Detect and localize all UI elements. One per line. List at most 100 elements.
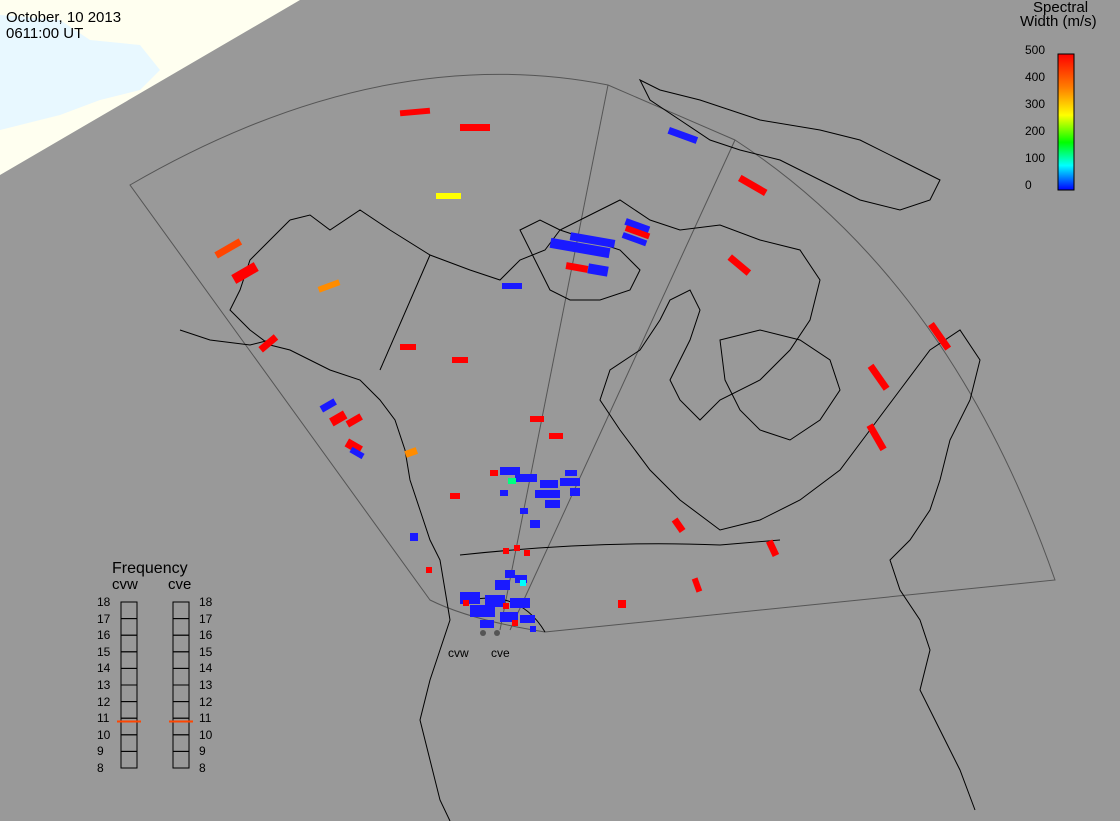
frequency-tick: 17: [199, 611, 213, 626]
colorbar-title-1: Spectral: [1033, 0, 1089, 16]
echo-cell: [503, 603, 509, 609]
echo-cell: [495, 580, 510, 590]
echo-cell: [530, 520, 540, 528]
coastlines: [179, 78, 981, 821]
frequency-tick: 8: [199, 761, 206, 775]
echo-cell: [470, 605, 495, 617]
frequency-tick: 18: [97, 595, 111, 609]
frequency-cell: [172, 701, 190, 719]
echo-cell: [691, 577, 703, 593]
echo-cell: [399, 107, 431, 117]
colorbar-tick: 200: [1025, 124, 1046, 138]
frequency-tick: 9: [97, 744, 104, 759]
frequency-tick: 12: [97, 694, 111, 709]
echo-cell: [510, 598, 530, 608]
echo-cell: [667, 127, 699, 144]
echo-cell: [520, 580, 526, 586]
echo-cell: [867, 363, 890, 391]
echo-cell: [624, 225, 651, 240]
echo-cell: [671, 517, 686, 534]
echo-cell: [404, 447, 419, 458]
frequency-cell: [172, 667, 190, 686]
echo-cell: [317, 279, 341, 293]
echo-cell: [436, 193, 461, 199]
frequency-columns: [120, 601, 190, 769]
echo-cell: [514, 545, 520, 551]
site-label-cvw: cvw: [448, 646, 469, 660]
echo-cell: [587, 263, 609, 277]
date-label: October, 10 2013: [6, 9, 122, 26]
frequency-cell: [172, 634, 190, 653]
echo-cell: [505, 570, 515, 578]
echo-cell: [349, 446, 365, 460]
colorbar-tick: 400: [1025, 70, 1046, 84]
echo-cell: [570, 488, 580, 496]
frequency-cell: [120, 618, 138, 636]
colorbar-tick: 300: [1025, 97, 1046, 111]
frequency-tick: 14: [97, 661, 111, 676]
echo-cell: [460, 124, 490, 131]
colorbar-tick: 0: [1025, 178, 1032, 192]
echo-cell: [545, 500, 560, 508]
echo-cell: [500, 612, 518, 622]
frequency-tick: 14: [199, 661, 213, 676]
frequency-tick: 13: [97, 678, 111, 692]
echo-cell: [618, 600, 626, 608]
frequency-cell: [120, 684, 138, 703]
echo-cell: [565, 470, 577, 476]
echo-cell: [515, 474, 537, 482]
echo-cell: [329, 410, 348, 427]
echo-cell: [490, 470, 498, 476]
frequency-cell: [172, 618, 190, 636]
echo-cells: [214, 107, 952, 632]
echo-cell: [319, 398, 337, 413]
radar-label-cve: cve: [168, 576, 192, 593]
echo-cell: [540, 480, 558, 488]
frequency-cell: [172, 734, 190, 752]
radar-site-cvw: [480, 630, 486, 636]
frequency-cell: [120, 601, 138, 620]
frequency-tick: 18: [199, 595, 213, 609]
frequency-tick: 10: [199, 727, 213, 742]
colorbar-tick: 500: [1025, 43, 1046, 57]
echo-cell: [765, 539, 780, 557]
site-label-cve: cve: [491, 646, 510, 660]
echo-cell: [738, 174, 768, 196]
frequency-tick: 17: [97, 611, 111, 626]
frequency-tick: 15: [199, 644, 213, 659]
echo-cell: [569, 232, 616, 248]
frequency-cell: [120, 667, 138, 686]
ice-region: [0, 15, 160, 130]
echo-cell: [410, 533, 418, 541]
echo-cell: [231, 262, 259, 284]
echo-cell: [549, 433, 563, 439]
echo-cell: [727, 254, 752, 276]
frequency-tick: 11: [97, 711, 110, 726]
frequency-cell: [172, 750, 190, 769]
radar-site-cve: [494, 630, 500, 636]
frequency-tick: 16: [97, 628, 111, 643]
frequency-cell: [120, 750, 138, 769]
echo-cell: [426, 567, 432, 573]
colorbar-title-2: Width (m/s): [1020, 13, 1097, 30]
echo-cell: [866, 423, 887, 452]
echo-cell: [515, 575, 527, 583]
echo-cell: [480, 620, 494, 628]
echo-cell: [549, 237, 611, 259]
echo-cell: [452, 357, 468, 363]
echo-cell: [500, 467, 520, 475]
colorbar-tick: 100: [1025, 151, 1046, 165]
frequency-cell: [172, 651, 190, 669]
fov-outline: [129, 73, 1056, 633]
echo-cell: [621, 232, 648, 247]
echo-cell: [450, 493, 460, 499]
frequency-cell: [120, 734, 138, 752]
frequency-tick: 11: [199, 711, 212, 726]
frequency-tick: 16: [199, 628, 213, 643]
frequency-tick: 8: [97, 761, 104, 775]
echo-cell: [524, 550, 530, 556]
echo-cell: [508, 478, 516, 484]
echo-cell: [345, 413, 363, 428]
echo-cell: [530, 416, 544, 422]
echo-cell: [928, 321, 952, 351]
